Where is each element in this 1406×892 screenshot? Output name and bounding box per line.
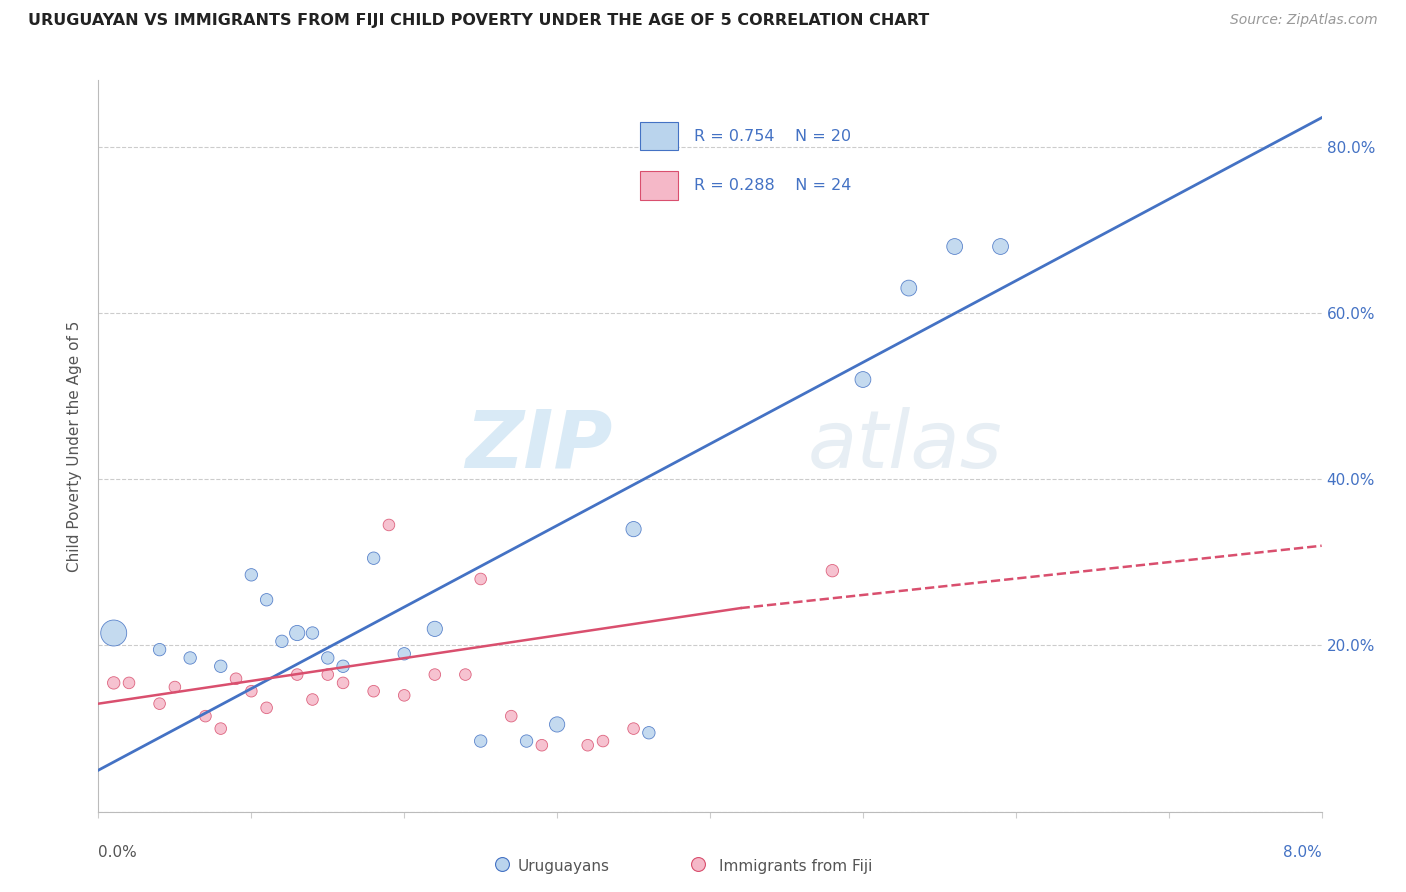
Point xyxy=(285,626,308,640)
Point xyxy=(103,626,125,640)
Point xyxy=(454,667,477,681)
Point xyxy=(332,659,354,673)
Point xyxy=(149,642,172,657)
Point xyxy=(194,709,217,723)
Point xyxy=(516,734,538,748)
Point xyxy=(470,734,492,748)
Text: Uruguayans: Uruguayans xyxy=(517,859,609,874)
Point xyxy=(149,697,172,711)
Text: ZIP: ZIP xyxy=(465,407,612,485)
Point xyxy=(378,518,401,533)
Point xyxy=(301,626,323,640)
Point xyxy=(637,725,661,739)
Point xyxy=(209,659,232,673)
Point xyxy=(897,281,920,295)
Point xyxy=(943,239,966,253)
Text: 0.0%: 0.0% xyxy=(98,845,138,860)
Point xyxy=(332,676,354,690)
Point xyxy=(821,564,844,578)
Point xyxy=(592,734,614,748)
Point xyxy=(363,551,385,566)
Point xyxy=(256,592,278,607)
Point xyxy=(270,634,294,648)
Text: URUGUAYAN VS IMMIGRANTS FROM FIJI CHILD POVERTY UNDER THE AGE OF 5 CORRELATION C: URUGUAYAN VS IMMIGRANTS FROM FIJI CHILD … xyxy=(28,13,929,29)
Point xyxy=(363,684,385,698)
Point xyxy=(285,667,308,681)
Point xyxy=(118,676,141,690)
Point xyxy=(392,689,416,703)
Point xyxy=(392,647,416,661)
Point xyxy=(316,667,339,681)
Point xyxy=(501,709,523,723)
Point xyxy=(301,692,323,706)
Point xyxy=(852,372,875,386)
Point xyxy=(470,572,492,586)
Point xyxy=(240,567,263,582)
Point xyxy=(576,738,599,752)
Point xyxy=(163,680,186,694)
Point xyxy=(240,684,263,698)
Y-axis label: Child Poverty Under the Age of 5: Child Poverty Under the Age of 5 xyxy=(67,320,83,572)
Point xyxy=(990,239,1012,253)
Point xyxy=(256,701,278,715)
Point xyxy=(546,717,568,731)
Text: Immigrants from Fiji: Immigrants from Fiji xyxy=(718,859,872,874)
Point xyxy=(623,522,645,536)
Text: 8.0%: 8.0% xyxy=(1282,845,1322,860)
Point xyxy=(623,722,645,736)
Point xyxy=(103,676,125,690)
Point xyxy=(423,667,446,681)
Point xyxy=(423,622,446,636)
Point xyxy=(209,722,232,736)
Point xyxy=(316,651,339,665)
Point xyxy=(225,672,247,686)
Text: Source: ZipAtlas.com: Source: ZipAtlas.com xyxy=(1230,13,1378,28)
Text: atlas: atlas xyxy=(808,407,1002,485)
Point xyxy=(179,651,201,665)
Point xyxy=(530,738,553,752)
